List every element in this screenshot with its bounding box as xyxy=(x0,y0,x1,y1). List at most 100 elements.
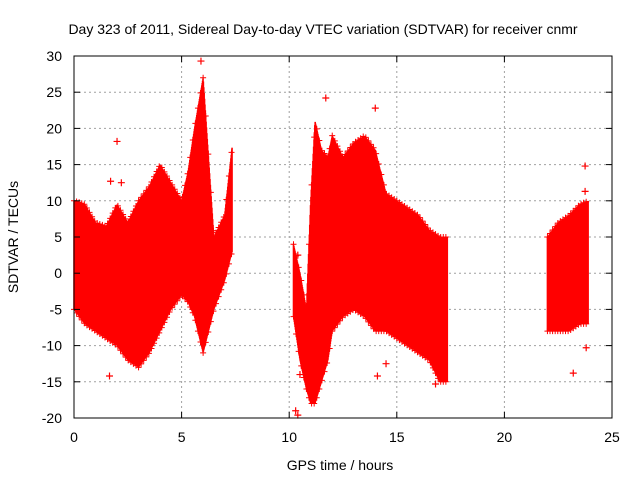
data-point xyxy=(205,151,212,158)
data-point xyxy=(375,161,382,168)
data-point xyxy=(140,357,147,364)
data-point xyxy=(169,181,176,188)
data-point xyxy=(303,306,310,313)
data-point xyxy=(570,207,577,214)
data-point xyxy=(220,279,227,286)
data-point xyxy=(225,172,232,179)
data-point xyxy=(290,313,297,320)
data-point xyxy=(429,364,436,371)
data-point xyxy=(213,229,220,236)
data-point xyxy=(140,190,147,197)
data-point xyxy=(347,144,354,151)
data-point xyxy=(318,377,325,384)
data-point xyxy=(76,313,83,320)
data-point xyxy=(81,201,88,208)
data-point xyxy=(290,241,297,248)
outlier-point xyxy=(107,177,115,185)
x-tick-label: 10 xyxy=(281,429,297,445)
data-point xyxy=(331,137,338,144)
axes: 0 5 10 15 20 25 -20 -15 -10 -5 0 5 10 15 20 25 30 xyxy=(42,48,620,445)
data-point xyxy=(207,189,214,196)
data-point xyxy=(321,368,328,375)
data-point xyxy=(342,151,349,158)
data-point xyxy=(427,359,434,366)
y-tick-label: -15 xyxy=(42,374,62,390)
data-point xyxy=(298,277,305,284)
data-point xyxy=(143,187,150,194)
data-point xyxy=(120,211,127,218)
outlier-point xyxy=(582,344,590,352)
outlier-point xyxy=(292,407,300,415)
data-point xyxy=(99,221,106,228)
data-point xyxy=(148,178,155,185)
data-point xyxy=(202,112,209,119)
data-point xyxy=(94,220,101,227)
data-point xyxy=(117,347,124,354)
data-point xyxy=(122,354,129,361)
data-point xyxy=(130,208,137,215)
data-point xyxy=(344,147,351,154)
outlier-point xyxy=(294,251,302,259)
data-point xyxy=(163,173,170,180)
data-point xyxy=(367,141,374,148)
data-point xyxy=(336,317,343,324)
data-point xyxy=(114,343,121,350)
data-point xyxy=(176,194,183,201)
data-point xyxy=(158,164,165,171)
data-point xyxy=(187,154,194,161)
data-point xyxy=(176,294,183,301)
data-point xyxy=(109,210,116,217)
data-point xyxy=(207,318,214,325)
data-point xyxy=(293,331,300,338)
data-point xyxy=(442,234,449,240)
data-point xyxy=(360,312,367,319)
outlier-point xyxy=(106,372,114,380)
data-point xyxy=(349,306,356,313)
data-point xyxy=(225,260,232,267)
data-point xyxy=(143,353,150,360)
data-point xyxy=(223,270,230,277)
data-point xyxy=(194,105,201,112)
data-point xyxy=(223,196,230,203)
x-tick-label: 25 xyxy=(604,429,620,445)
data-point xyxy=(182,182,189,189)
data-point xyxy=(414,211,421,218)
outlier-point xyxy=(113,137,121,145)
data-point xyxy=(422,221,429,228)
outlier-point xyxy=(197,57,205,65)
data-point xyxy=(187,303,194,310)
y-tick-label: 20 xyxy=(46,120,62,136)
x-tick-label: 0 xyxy=(70,429,78,445)
data-point xyxy=(580,199,587,206)
data-point xyxy=(311,134,318,141)
data-point xyxy=(331,324,338,331)
data-point xyxy=(174,297,181,304)
x-tick-label: 20 xyxy=(497,429,513,445)
data-point xyxy=(215,224,222,231)
data-point xyxy=(334,143,341,150)
outlier-point xyxy=(581,162,589,170)
data-point xyxy=(192,120,199,127)
data-point xyxy=(200,74,207,81)
data-point xyxy=(552,223,559,230)
outlier-point xyxy=(296,371,304,379)
data-point xyxy=(138,360,145,367)
data-point xyxy=(432,370,439,377)
data-point xyxy=(583,320,590,327)
data-point xyxy=(202,339,209,346)
data-point xyxy=(107,215,114,222)
data-point xyxy=(378,171,385,178)
outlier-point xyxy=(581,187,589,195)
outlier-point xyxy=(371,104,379,112)
data-point xyxy=(303,386,310,393)
data-point xyxy=(184,298,191,305)
data-point xyxy=(86,209,93,216)
data-point xyxy=(583,198,590,205)
data-point xyxy=(104,220,111,227)
data-point xyxy=(326,145,333,152)
y-tick-label: -5 xyxy=(50,301,63,317)
x-tick-label: 5 xyxy=(178,429,186,445)
data-point xyxy=(336,148,343,155)
x-axis-label: GPS time / hours xyxy=(287,457,394,473)
